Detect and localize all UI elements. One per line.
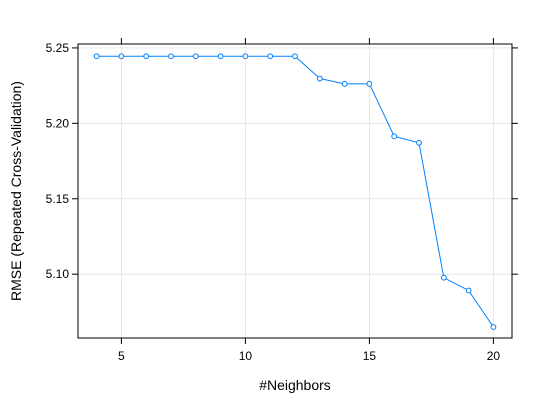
y-tick-label: 5.10 [46,267,70,281]
series-line-0 [96,55,494,328]
x-tick-label: 10 [239,349,253,363]
data-point [341,80,348,87]
gridlines [78,44,512,338]
data-point [267,53,274,60]
data-point [242,53,249,60]
data-point [192,53,199,60]
y-axis-ticks: 5.10 5.15 5.20 5.25 [46,41,518,281]
data-point [490,324,497,330]
data-point [465,287,472,294]
x-tick-label: 20 [487,349,501,363]
data-point [118,53,125,60]
plot-panel [77,43,513,339]
data-point [217,53,224,60]
x-tick-label: 5 [118,349,125,363]
data-point [391,133,398,140]
y-tick-label: 5.25 [46,41,70,55]
data-point [168,53,174,60]
data-point [292,53,298,60]
data-point [416,139,422,146]
data-point [143,53,150,60]
x-tick-label: 15 [363,349,377,363]
data-point [93,53,100,60]
series-line [96,55,494,328]
y-tick-label: 5.20 [46,116,70,130]
x-axis-label: #Neighbors [259,377,331,393]
series-points [93,53,497,330]
data-point [440,274,447,281]
y-axis-label: RMSE (Repeated Cross-Validation) [8,81,24,301]
data-point [316,75,323,82]
y-tick-label: 5.15 [46,192,70,206]
data-point [366,80,373,87]
x-axis-ticks: 5 10 15 20 [118,38,500,363]
